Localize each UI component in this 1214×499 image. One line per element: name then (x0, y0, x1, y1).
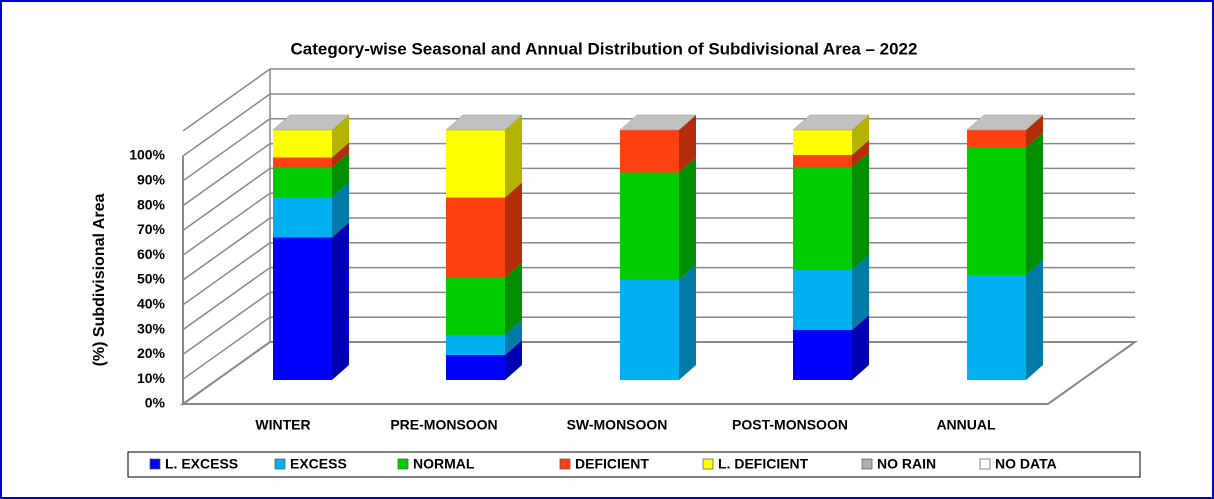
legend-swatch (274, 458, 286, 470)
bar (273, 237, 332, 380)
bar (273, 167, 332, 198)
bar (273, 130, 332, 158)
legend-box (127, 451, 1141, 478)
bar (620, 280, 679, 380)
bar-side (1026, 115, 1043, 148)
legend-swatch (397, 458, 409, 470)
x-tick-label: ANNUAL (936, 417, 996, 433)
bar (967, 147, 1026, 275)
bar (446, 277, 505, 335)
y-tick-label: 0% (145, 395, 166, 411)
y-tick-label: 60% (137, 246, 166, 262)
bar-top (619, 114, 697, 131)
legend-label: L. DEFICIENT (718, 456, 809, 472)
x-tick-label: POST-MONSOON (732, 417, 848, 433)
bar-side (332, 115, 349, 158)
legend-label: NO DATA (995, 456, 1057, 472)
bar-side (505, 340, 522, 380)
bar (967, 275, 1026, 380)
bar-top (966, 114, 1044, 131)
bar-side (852, 255, 869, 330)
bar (446, 355, 505, 380)
bar (620, 130, 679, 173)
chart-title: Category-wise Seasonal and Annual Distri… (291, 39, 918, 58)
bar-side (332, 182, 349, 238)
bar-side (332, 222, 349, 380)
y-tick-label: 100% (129, 147, 165, 163)
x-tick-label: WINTER (255, 417, 310, 433)
legend-label: NO RAIN (877, 456, 936, 472)
x-tick-label: PRE-MONSOON (390, 417, 497, 433)
legend-swatch (979, 458, 991, 470)
bar-side (505, 182, 522, 278)
y-tick-label: 40% (137, 296, 166, 312)
y-tick-label: 30% (137, 320, 166, 336)
bar (793, 330, 852, 380)
bar (446, 130, 505, 198)
bar-side (332, 142, 349, 168)
y-tick-label: 90% (137, 172, 166, 188)
bar-side (679, 115, 696, 173)
legend-label: NORMAL (413, 456, 475, 472)
legend-label: EXCESS (290, 456, 347, 472)
legend-swatch (861, 458, 873, 470)
legend-swatch (702, 458, 714, 470)
bar-top (272, 114, 350, 131)
top-grid (182, 68, 1135, 132)
bar (793, 167, 852, 270)
bar-side (1026, 260, 1043, 380)
legend-label: DEFICIENT (575, 456, 649, 472)
y-tick-label: 70% (137, 221, 166, 237)
grid-line (182, 93, 1135, 157)
bar (446, 197, 505, 278)
y-tick-label: 20% (137, 345, 166, 361)
bar-side (505, 262, 522, 335)
bar (620, 172, 679, 280)
bar (273, 157, 332, 168)
legend-swatch (149, 458, 161, 470)
bar (446, 335, 505, 355)
bar-side (679, 157, 696, 280)
bar-side (852, 152, 869, 270)
bar-side (505, 320, 522, 355)
bar-side (852, 115, 869, 155)
legend-swatch (559, 458, 571, 470)
bar-side (1026, 132, 1043, 275)
y-tick-label: 50% (137, 271, 166, 287)
y-tick-label: 10% (137, 370, 166, 386)
bar (793, 130, 852, 155)
bar-side (679, 265, 696, 380)
bar (273, 197, 332, 238)
bar (793, 155, 852, 168)
bar-side (852, 140, 869, 168)
legend-label: L. EXCESS (165, 456, 238, 472)
bar-top (445, 114, 523, 131)
y-axis-label: (%) Subdivisional Area (91, 194, 108, 367)
bar (967, 130, 1026, 148)
bar (793, 270, 852, 330)
x-tick-label: SW-MONSOON (567, 417, 668, 433)
y-tick-label: 80% (137, 196, 166, 212)
bar-top (792, 114, 870, 131)
bar-side (852, 315, 869, 380)
bar-side (505, 115, 522, 198)
